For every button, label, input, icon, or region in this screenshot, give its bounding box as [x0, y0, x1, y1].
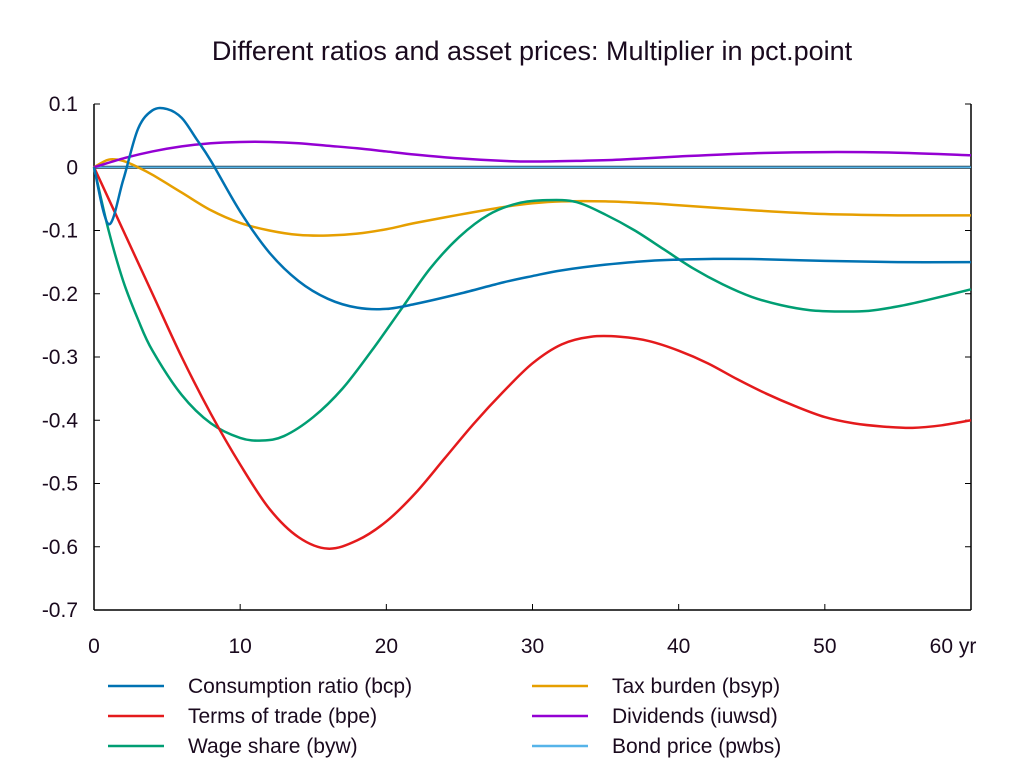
y-tick-label: -0.3 [42, 346, 78, 369]
legend-item: Bond price (pwbs) [532, 735, 781, 758]
series-group [92, 106, 972, 550]
legend-item: Consumption ratio (bcp) [108, 675, 412, 698]
series-line-tax-burden-bsyp [93, 157, 972, 237]
series-line-wage-share-byw [92, 166, 972, 442]
legend-label: Tax burden (bsyp) [612, 675, 780, 698]
legend-label: Dividends (iuwsd) [612, 705, 778, 728]
legend-label: Bond price (pwbs) [612, 735, 781, 758]
y-tick-label: -0.5 [42, 473, 78, 496]
legend-label: Wage share (byw) [188, 735, 358, 758]
x-tick-label: 30 [521, 635, 544, 658]
x-tick-label: 10 [228, 635, 251, 658]
x-tick-label: 20 [375, 635, 398, 658]
x-tick-label: 0 [88, 635, 100, 658]
legend-label: Terms of trade (bpe) [188, 705, 377, 728]
legend: Consumption ratio (bcp) Terms of trade (b… [108, 675, 781, 758]
y-tick-label: 0.1 [49, 93, 78, 116]
x-tick-label: 40 [667, 635, 690, 658]
axes: 0.1 0 -0.1 -0.2 -0.3 -0.4 -0.5 -0.6 -0.7 0 10 20 30 4… [42, 93, 977, 658]
series-line-consumption-ratio-bcp [92, 106, 972, 311]
series-line-terms-of-trade-bpe [92, 166, 972, 550]
legend-item: Dividends (iuwsd) [532, 705, 778, 728]
y-tick-label: 0 [66, 156, 78, 179]
y-tick-label: -0.6 [42, 536, 78, 559]
legend-label: Consumption ratio (bcp) [188, 675, 412, 698]
legend-item: Tax burden (bsyp) [532, 675, 780, 698]
legend-item: Terms of trade (bpe) [108, 705, 377, 728]
x-tick-label: 60 yr [930, 635, 977, 658]
y-tick-label: -0.4 [42, 409, 79, 432]
legend-item: Wage share (byw) [108, 735, 358, 758]
y-tick-label: -0.7 [42, 599, 78, 622]
y-tick-label: -0.2 [42, 283, 78, 306]
y-tick-label: -0.1 [42, 220, 78, 243]
chart-title: Different ratios and asset prices: Multi… [212, 36, 853, 66]
series-line-dividends-iuwsd [93, 140, 972, 169]
x-tick-label: 50 [813, 635, 836, 658]
